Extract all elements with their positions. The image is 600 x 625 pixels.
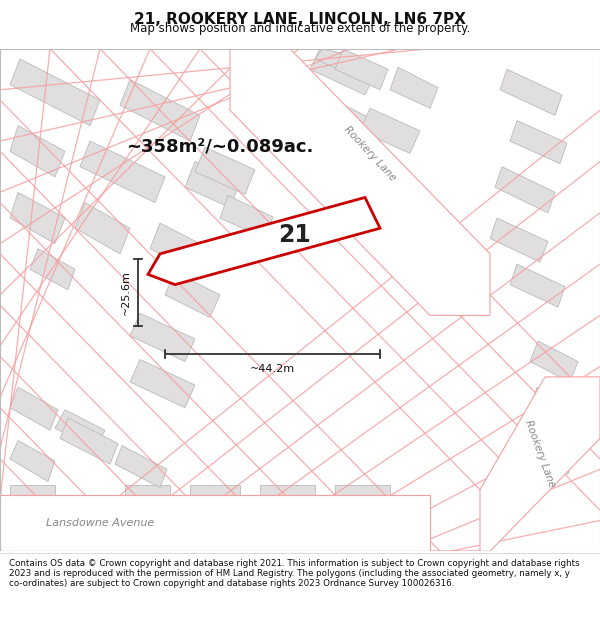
- Polygon shape: [185, 161, 240, 208]
- Polygon shape: [510, 264, 565, 307]
- Polygon shape: [360, 108, 420, 153]
- Polygon shape: [10, 484, 55, 495]
- Text: 21, ROOKERY LANE, LINCOLN, LN6 7PX: 21, ROOKERY LANE, LINCOLN, LN6 7PX: [134, 12, 466, 27]
- Polygon shape: [190, 484, 240, 495]
- Polygon shape: [148, 198, 380, 284]
- Polygon shape: [60, 418, 118, 464]
- Polygon shape: [335, 484, 390, 495]
- Text: Rookery Lane: Rookery Lane: [342, 124, 398, 182]
- Polygon shape: [125, 484, 170, 495]
- Polygon shape: [10, 387, 58, 430]
- Polygon shape: [150, 223, 210, 274]
- Polygon shape: [130, 313, 195, 361]
- Polygon shape: [10, 192, 65, 244]
- Polygon shape: [530, 433, 575, 474]
- Polygon shape: [165, 272, 220, 318]
- Polygon shape: [310, 49, 375, 95]
- Text: Lansdowne Avenue: Lansdowne Avenue: [46, 518, 154, 528]
- Polygon shape: [530, 387, 575, 428]
- Polygon shape: [390, 68, 438, 108]
- Polygon shape: [0, 495, 430, 551]
- Polygon shape: [10, 441, 55, 481]
- Polygon shape: [260, 484, 315, 495]
- Text: Contains OS data © Crown copyright and database right 2021. This information is : Contains OS data © Crown copyright and d…: [9, 559, 580, 588]
- Polygon shape: [220, 196, 273, 239]
- Polygon shape: [320, 98, 375, 143]
- Polygon shape: [195, 148, 255, 194]
- Polygon shape: [120, 79, 200, 141]
- Polygon shape: [30, 249, 75, 290]
- Polygon shape: [495, 167, 555, 213]
- Polygon shape: [500, 69, 562, 116]
- Polygon shape: [335, 49, 388, 90]
- Polygon shape: [55, 410, 105, 449]
- Polygon shape: [10, 59, 100, 126]
- Text: Rookery Lane: Rookery Lane: [523, 419, 557, 489]
- Polygon shape: [315, 49, 358, 74]
- Text: ~25.6m: ~25.6m: [121, 270, 131, 315]
- Polygon shape: [490, 218, 548, 262]
- Polygon shape: [530, 341, 578, 382]
- Polygon shape: [510, 121, 567, 164]
- Polygon shape: [430, 377, 600, 551]
- Polygon shape: [10, 126, 65, 177]
- Polygon shape: [115, 446, 167, 488]
- Text: 21: 21: [278, 223, 311, 248]
- Text: ~44.2m: ~44.2m: [250, 364, 295, 374]
- Polygon shape: [130, 359, 195, 408]
- Polygon shape: [230, 49, 490, 316]
- Polygon shape: [80, 141, 165, 202]
- Text: ~358m²/~0.089ac.: ~358m²/~0.089ac.: [127, 137, 314, 155]
- Text: Map shows position and indicative extent of the property.: Map shows position and indicative extent…: [130, 22, 470, 35]
- Polygon shape: [75, 202, 130, 254]
